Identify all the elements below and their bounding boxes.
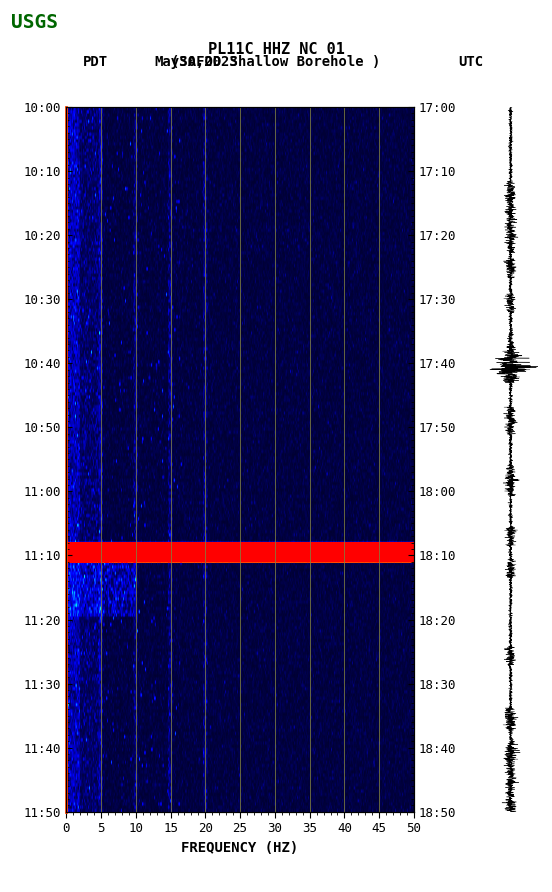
X-axis label: FREQUENCY (HZ): FREQUENCY (HZ) — [182, 840, 299, 855]
Text: (SAFOD Shallow Borehole ): (SAFOD Shallow Borehole ) — [171, 55, 381, 70]
Text: USGS: USGS — [11, 12, 58, 32]
Text: PDT: PDT — [83, 55, 108, 70]
Text: UTC: UTC — [458, 55, 484, 70]
Text: PL11C HHZ NC 01: PL11C HHZ NC 01 — [208, 42, 344, 56]
Text: May30,2023: May30,2023 — [155, 55, 238, 70]
